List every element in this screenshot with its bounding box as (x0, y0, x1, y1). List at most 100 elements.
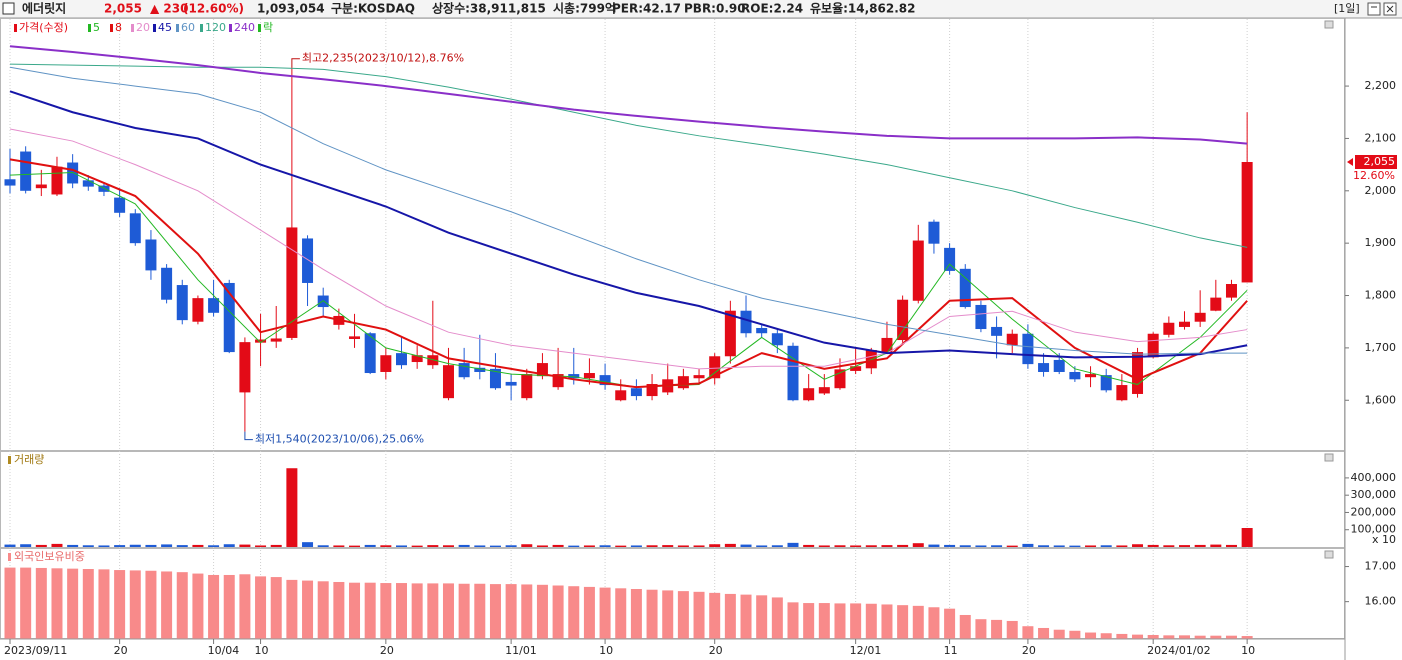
volume-bar (286, 468, 298, 547)
volume-bar (1022, 543, 1034, 547)
y-tick-label: 17.00 (1365, 560, 1397, 573)
candle-body (20, 151, 32, 191)
candle-body (396, 353, 407, 366)
legend-entry[interactable]: 5 (93, 21, 100, 34)
foreign-ratio-bar (724, 593, 736, 639)
volume-bar (20, 544, 32, 547)
roe: ROE:2.24 (741, 2, 803, 16)
candle-body (239, 342, 251, 393)
volume-bar (787, 542, 799, 547)
candle-body (818, 387, 830, 394)
foreign-ratio-bar (818, 603, 830, 639)
volume-bar (959, 545, 971, 547)
volume-bar (850, 545, 862, 547)
x-tick-label: 20 (380, 644, 394, 657)
volume-bar (474, 545, 486, 547)
candle-body (114, 197, 126, 213)
window-icons (1371, 5, 1394, 13)
volume-bar (740, 544, 752, 547)
legend-swatch (8, 553, 11, 561)
moving-average-line (9, 171, 1248, 388)
volume-bar (364, 544, 376, 547)
checkbox[interactable] (2, 2, 15, 15)
panel-button[interactable] (1324, 550, 1334, 559)
foreign-ratio-bar (897, 605, 909, 639)
candle-body (286, 227, 298, 338)
foreign-ratio-bar (1179, 635, 1190, 639)
foreign-ratio-bar (1147, 634, 1159, 639)
volume-bar (1053, 545, 1065, 547)
foreign-ratio-bar (82, 569, 94, 639)
foreign-ratio-bar (693, 591, 705, 639)
candle-body (1085, 374, 1097, 378)
min-annotation: 최저1,540(2023/10/06),25.06% (255, 433, 424, 446)
pbr: PBR:0.90 (684, 2, 746, 16)
panel-button[interactable] (1324, 20, 1334, 29)
candle-body (912, 240, 924, 301)
foreign-ratio-bar (1085, 632, 1097, 639)
volume-bar (662, 545, 674, 547)
legend-entry[interactable]: 240 (234, 21, 255, 34)
y-tick-label: 200,000 (1351, 505, 1397, 518)
candle-body (959, 268, 971, 308)
reserve-ratio: 유보율:14,862.82 (810, 2, 915, 16)
change: ▲ 230 (150, 2, 188, 16)
candle-body (192, 298, 204, 322)
volume-bar (818, 545, 830, 547)
foreign-ratio-bar (1100, 633, 1112, 639)
volume-bar (1225, 544, 1237, 547)
volume-bar (129, 544, 141, 547)
foreign-ratio-bar (364, 582, 376, 639)
foreign-ratio-bar (317, 581, 329, 639)
legend-entry[interactable]: 가격(수정) (19, 21, 68, 34)
x-tick-label: 20 (114, 644, 128, 657)
volume-bar (881, 545, 893, 547)
foreign-ratio-bar (583, 586, 595, 639)
foreign-ratio-bar (302, 580, 314, 639)
foreign-ratio-bar (756, 595, 768, 639)
panel-button[interactable] (1324, 453, 1334, 462)
candle-body (944, 247, 956, 271)
foreign-ratio-bar (396, 583, 407, 639)
candle-body (505, 381, 517, 386)
foreign-ratio-bar (677, 591, 689, 639)
volume-panel-label: 거래량 (14, 453, 44, 466)
legend-entry[interactable]: 45 (158, 21, 172, 34)
candle-body (787, 345, 799, 401)
market-cap: 시총:799억 (553, 1, 616, 16)
foreign-ratio-bar (333, 581, 345, 639)
volume-bar (615, 545, 627, 547)
candle-body (458, 363, 470, 378)
period-button[interactable]: [1일] (1334, 1, 1360, 15)
foreign-ratio-bar (411, 583, 423, 639)
legend-entry[interactable]: 20 (136, 21, 150, 34)
foreign-ratio-bar (803, 603, 815, 639)
candle-body (1225, 284, 1237, 298)
volume-bar (505, 545, 517, 547)
volume-bar (458, 544, 470, 547)
volume-bar (536, 545, 548, 547)
restore-button[interactable] (1367, 2, 1381, 16)
legend-entry[interactable]: 120 (205, 21, 226, 34)
legend-swatch (258, 24, 261, 32)
moving-average-line (9, 90, 1248, 359)
foreign-ratio-bar (20, 567, 32, 639)
candle-body (1163, 322, 1175, 335)
candle-body (615, 390, 627, 401)
y-tick-label: 1,600 (1365, 393, 1397, 406)
foreign-ratio-bar (1116, 633, 1128, 639)
volume-bar (208, 545, 220, 547)
candle-body (693, 375, 705, 379)
volume-bar (583, 545, 595, 547)
legend-entry[interactable]: 60 (181, 21, 195, 34)
legend-swatch (131, 24, 134, 32)
volume-bar (349, 545, 361, 547)
legend-swatch (110, 24, 113, 32)
foreign-ratio-bar (145, 570, 157, 639)
legend-entry[interactable]: 8 (115, 21, 122, 34)
candle-body (364, 333, 376, 374)
candle-body (771, 333, 783, 346)
x-tick-label: 11/01 (505, 644, 537, 657)
volume-bar (1147, 544, 1159, 547)
moving-average-line (9, 128, 1248, 370)
